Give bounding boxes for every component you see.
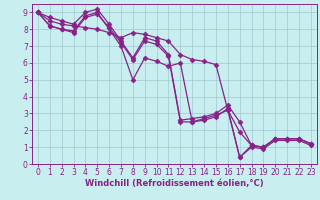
- X-axis label: Windchill (Refroidissement éolien,°C): Windchill (Refroidissement éolien,°C): [85, 179, 264, 188]
